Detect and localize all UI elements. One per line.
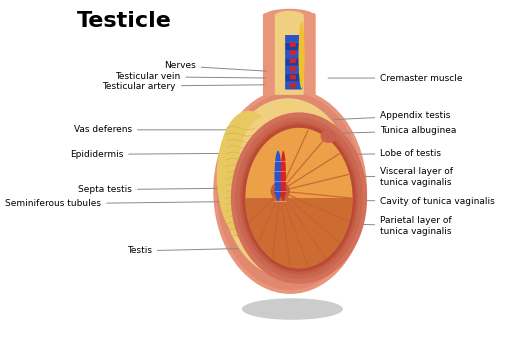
Ellipse shape (280, 151, 286, 201)
Text: Visceral layer of
tunica vaginalis: Visceral layer of tunica vaginalis (350, 167, 454, 186)
Text: Cremaster muscle: Cremaster muscle (328, 74, 463, 83)
Text: Lobe of testis: Lobe of testis (350, 149, 441, 158)
Ellipse shape (265, 9, 314, 21)
FancyBboxPatch shape (290, 59, 296, 63)
Ellipse shape (276, 11, 302, 19)
FancyBboxPatch shape (286, 82, 302, 89)
Ellipse shape (242, 124, 356, 272)
FancyBboxPatch shape (290, 42, 296, 47)
Text: Testis: Testis (127, 246, 239, 255)
Text: Tunica albuginea: Tunica albuginea (343, 126, 457, 135)
Text: Epididermis: Epididermis (70, 150, 226, 159)
Ellipse shape (245, 128, 353, 268)
Ellipse shape (231, 112, 367, 284)
FancyBboxPatch shape (263, 13, 316, 97)
Ellipse shape (321, 129, 336, 143)
Text: Testicular vein: Testicular vein (115, 72, 265, 81)
Polygon shape (245, 198, 353, 275)
Text: Cavity of tunica vaginalis: Cavity of tunica vaginalis (351, 197, 495, 206)
FancyBboxPatch shape (290, 51, 296, 55)
Ellipse shape (242, 298, 343, 320)
FancyBboxPatch shape (290, 83, 296, 87)
Ellipse shape (274, 151, 281, 201)
Ellipse shape (240, 122, 358, 274)
Ellipse shape (217, 93, 363, 290)
Ellipse shape (298, 22, 305, 89)
FancyBboxPatch shape (286, 59, 302, 66)
FancyBboxPatch shape (275, 14, 304, 95)
Text: Appendix testis: Appendix testis (334, 111, 450, 120)
Ellipse shape (271, 182, 290, 200)
Text: Septa testis: Septa testis (78, 185, 243, 194)
Text: Parietal layer of
tunica vaginalis: Parietal layer of tunica vaginalis (350, 216, 452, 236)
FancyBboxPatch shape (286, 74, 302, 81)
FancyBboxPatch shape (290, 75, 296, 79)
Ellipse shape (235, 117, 363, 279)
Ellipse shape (274, 185, 287, 197)
Text: Vas deferens: Vas deferens (74, 125, 239, 134)
FancyBboxPatch shape (286, 51, 302, 58)
Text: Testicular artery: Testicular artery (102, 82, 265, 91)
Ellipse shape (217, 111, 280, 242)
FancyBboxPatch shape (286, 66, 302, 74)
Ellipse shape (222, 98, 354, 278)
Ellipse shape (237, 117, 290, 235)
FancyBboxPatch shape (286, 43, 302, 50)
FancyBboxPatch shape (286, 35, 302, 42)
Text: Testicle: Testicle (77, 12, 172, 32)
Ellipse shape (213, 89, 367, 294)
FancyBboxPatch shape (290, 67, 296, 71)
Text: Seminiferous tubules: Seminiferous tubules (5, 199, 239, 208)
Text: Nerves: Nerves (164, 61, 267, 71)
